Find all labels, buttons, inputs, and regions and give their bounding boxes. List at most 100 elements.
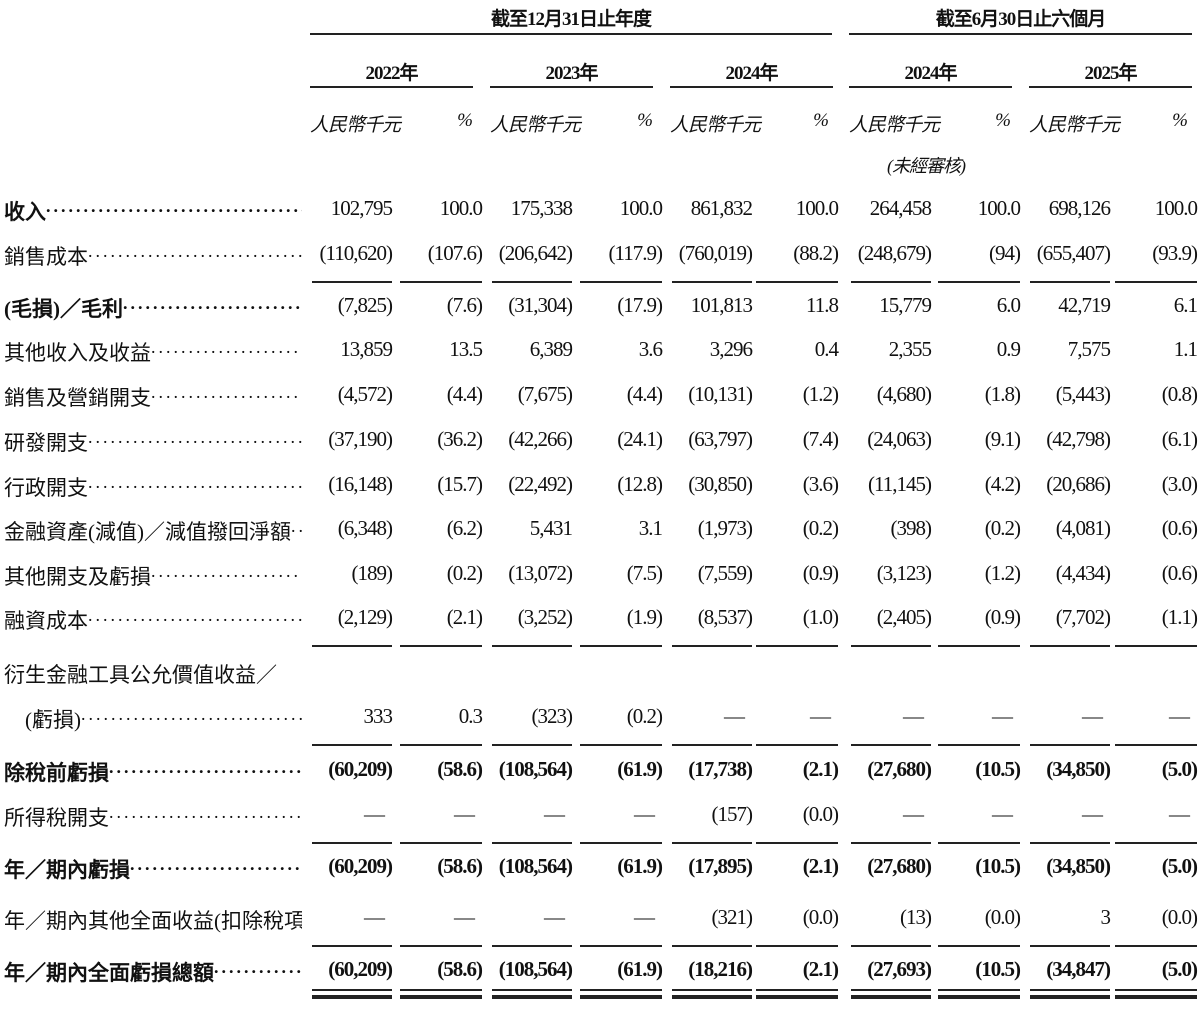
amount-cell: 101,813 (690, 293, 753, 317)
unit-percent-label: % (457, 110, 473, 131)
amount-cell: (42,798) (1046, 427, 1111, 451)
row-label: (毛損)／毛利 ................................… (4, 293, 302, 323)
unit-percent-label: % (813, 110, 829, 131)
row-label: 年／期內其他全面收益(扣除稅項)........................… (4, 905, 302, 935)
dot-leader: ........................................… (88, 241, 302, 261)
percent-cell: — (1169, 704, 1190, 728)
percent-cell: — (992, 704, 1013, 728)
amount-cell: — (544, 905, 565, 929)
underline (851, 989, 931, 991)
underline (312, 645, 392, 647)
percent-cell: (1.0) (802, 605, 839, 629)
row-label-text: 其他開支及虧損 (4, 565, 151, 589)
underline (400, 995, 482, 997)
divider (849, 33, 1192, 35)
underline (400, 645, 482, 647)
amount-cell: (24,063) (867, 427, 932, 451)
percent-cell: (10.5) (975, 957, 1021, 981)
underline (672, 945, 752, 947)
percent-cell: (88.2) (793, 241, 839, 265)
year-header: 2025年 (1084, 63, 1137, 84)
percent-cell: (3.0) (1161, 472, 1198, 496)
amount-cell: (4,572) (337, 382, 393, 406)
underline (851, 997, 931, 999)
percent-cell: (2.1) (802, 957, 839, 981)
underline (1030, 645, 1110, 647)
underline (492, 989, 572, 991)
row-label-text: (虧損) (4, 708, 81, 732)
percent-cell: 6.0 (996, 293, 1021, 317)
row-label-text: 其他收入及收益 (4, 341, 151, 365)
row-label: 銷售及營銷開支.................................… (4, 382, 302, 412)
amount-cell: 175,338 (510, 196, 573, 220)
row-label: 收入......................................… (4, 196, 302, 226)
amount-cell: (16,148) (328, 472, 393, 496)
underline (1115, 645, 1197, 647)
underline (756, 645, 838, 647)
amount-cell: 3 (1100, 905, 1112, 929)
amount-cell: (2,405) (876, 605, 932, 629)
amount-cell: (17,895) (688, 854, 753, 878)
amount-cell: (7,702) (1055, 605, 1111, 629)
underline (400, 989, 482, 991)
percent-cell: — (1169, 802, 1190, 826)
amount-cell: (27,680) (867, 757, 932, 781)
amount-cell: (18,216) (688, 957, 753, 981)
percent-cell: (5.0) (1161, 854, 1198, 878)
underline (580, 281, 662, 283)
amount-cell: 698,126 (1048, 196, 1111, 220)
amount-cell: (157) (711, 802, 754, 826)
underline (400, 281, 482, 283)
underline (1030, 995, 1110, 997)
percent-cell: (10.5) (975, 757, 1021, 781)
percent-cell: (17.9) (617, 293, 663, 317)
percent-cell: 100.0 (795, 196, 839, 220)
percent-cell: — (810, 704, 831, 728)
amount-cell: 2,355 (888, 337, 932, 361)
percent-cell: (24.1) (617, 427, 663, 451)
dot-leader: ........................................… (151, 382, 302, 402)
underline (1030, 945, 1110, 947)
underline (312, 995, 392, 997)
underline (756, 945, 838, 947)
row-label: 年／期內虧損..................................… (4, 854, 302, 884)
amount-cell: (6,348) (337, 516, 393, 540)
amount-cell: (248,679) (857, 241, 932, 265)
percent-cell: (4.4) (446, 382, 483, 406)
percent-cell: 1.1 (1173, 337, 1198, 361)
percent-cell: (4.2) (984, 472, 1021, 496)
amount-cell: (60,209) (328, 757, 393, 781)
underline (1030, 744, 1110, 746)
underline (400, 744, 482, 746)
percent-cell: (7.6) (446, 293, 483, 317)
amount-cell: — (364, 905, 385, 929)
unit-percent-label: % (1172, 110, 1188, 131)
group-header-six-months: 截至6月30日止六個月 (935, 9, 1107, 30)
amount-cell: (321) (711, 905, 754, 929)
underline (851, 995, 931, 997)
amount-cell: (17,738) (688, 757, 753, 781)
amount-cell: — (1082, 802, 1103, 826)
percent-cell: — (634, 905, 655, 929)
amount-cell: (323) (531, 704, 574, 728)
percent-cell: (61.9) (617, 854, 663, 878)
percent-cell: 100.0 (977, 196, 1021, 220)
amount-cell: (206,642) (498, 241, 573, 265)
percent-cell: — (454, 905, 475, 929)
underline (492, 995, 572, 997)
percent-cell: (1.9) (626, 605, 663, 629)
amount-cell: (27,680) (867, 854, 932, 878)
row-label-text: 除稅前虧損 (4, 761, 109, 785)
underline (756, 995, 838, 997)
percent-cell: (2.1) (802, 757, 839, 781)
percent-cell: (117.9) (608, 241, 663, 265)
amount-cell: (37,190) (328, 427, 393, 451)
underline (756, 281, 838, 283)
amount-cell: — (544, 802, 565, 826)
year-header: 2024年 (904, 63, 957, 84)
row-label: 融資成本 ...................................… (4, 605, 302, 635)
underline (938, 995, 1020, 997)
amount-cell: (2,129) (337, 605, 393, 629)
underline (492, 645, 572, 647)
underline (672, 989, 752, 991)
